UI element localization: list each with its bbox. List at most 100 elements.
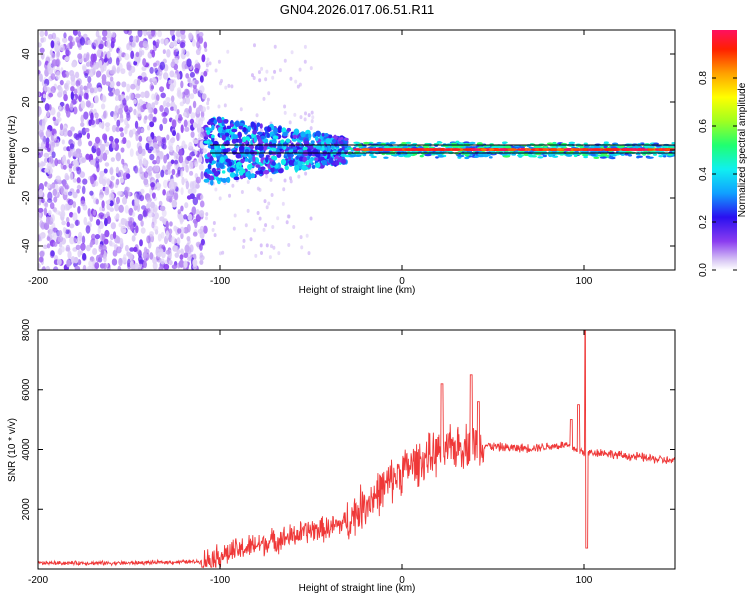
heatmap-cell	[321, 159, 327, 166]
heatmap-cell	[147, 211, 153, 218]
heatmap-cell	[455, 140, 460, 144]
heatmap-cell	[44, 115, 48, 123]
heatmap-cell	[56, 258, 62, 266]
heatmap-cell	[419, 154, 424, 158]
heatmap-cell	[300, 131, 306, 138]
heatmap-cell	[83, 92, 88, 100]
heatmap-cell	[92, 248, 98, 255]
heatmap-cell	[62, 179, 66, 187]
heatmap-cell	[548, 154, 553, 158]
heatmap-cell	[85, 100, 91, 108]
heatmap-cell	[229, 167, 235, 173]
heatmap-cell	[64, 174, 70, 181]
heatmap-cell	[131, 211, 136, 218]
heatmap-cell	[335, 160, 340, 166]
heatmap-cell	[217, 177, 221, 181]
heatmap-cell	[66, 221, 70, 228]
heatmap-cell	[162, 117, 168, 125]
heatmap-cell	[258, 187, 262, 192]
heatmap-cell	[358, 144, 363, 148]
heatmap-cell	[146, 124, 151, 131]
heatmap-cell	[185, 96, 191, 105]
heatmap-cell	[180, 205, 184, 212]
heatmap-cell	[169, 187, 174, 197]
heatmap-cell	[185, 164, 189, 173]
heatmap-cell	[556, 148, 565, 151]
heatmap-cell	[171, 199, 178, 208]
heatmap-cell	[265, 156, 269, 163]
heatmap-cell	[108, 91, 114, 97]
heatmap-cell	[402, 145, 409, 149]
heatmap-cell	[161, 209, 167, 217]
heatmap-cell	[165, 249, 171, 255]
heatmap-cell	[96, 147, 101, 157]
heatmap-cell	[157, 252, 162, 258]
heatmap-cell	[330, 144, 335, 150]
heatmap-cell	[270, 167, 275, 173]
heatmap-cell	[100, 233, 104, 242]
heatmap-cell	[174, 57, 179, 65]
heatmap-cell	[671, 150, 675, 153]
heatmap-cell	[46, 198, 53, 203]
heatmap-cell	[198, 156, 203, 163]
heatmap-cell	[174, 191, 179, 201]
heatmap-cell	[225, 158, 232, 163]
heatmap-cell	[280, 158, 287, 166]
heatmap-cell	[59, 44, 65, 52]
snr-xtick-label: 100	[576, 575, 593, 586]
heatmap-cell	[179, 101, 184, 107]
heatmap-cell	[197, 123, 201, 129]
heatmap-cell	[463, 141, 470, 144]
heatmap-cell	[118, 258, 123, 266]
heatmap-cell	[314, 157, 319, 162]
heatmap-cell	[129, 148, 134, 157]
heatmap-cell	[572, 148, 579, 151]
heatmap-cell	[40, 161, 46, 167]
heatmap-cell	[408, 148, 417, 151]
heatmap-cell	[307, 113, 311, 118]
heatmap-cell	[68, 163, 73, 169]
heatmap-cell	[314, 162, 321, 169]
heatmap-cell	[38, 59, 42, 67]
heatmap-cell	[271, 75, 275, 80]
heatmap-cell	[55, 210, 61, 215]
heatmap-cell	[101, 94, 106, 103]
heatmap-cell	[94, 181, 99, 187]
heatmap-cell	[104, 122, 111, 127]
heatmap-cell	[109, 69, 116, 75]
heatmap-cell	[154, 100, 159, 106]
snr-line	[38, 330, 675, 569]
heatmap-cell	[72, 178, 77, 183]
heatmap-cell	[446, 148, 451, 151]
heatmap-cell	[188, 161, 194, 170]
heatmap-cell	[150, 30, 156, 37]
heatmap-cell	[158, 266, 164, 270]
heatmap-cell	[187, 188, 193, 195]
colorbar-tick-label: 0.6	[698, 119, 709, 133]
heatmap-cell	[297, 174, 301, 179]
heatmap-cell	[138, 158, 143, 167]
heatmap-cell	[116, 246, 122, 254]
heatmap-cell	[263, 199, 267, 204]
heatmap-cell	[185, 51, 190, 57]
heatmap-cell	[283, 110, 287, 115]
heatmap-cell	[137, 145, 143, 155]
heatmap-cell	[194, 183, 200, 189]
heatmap-cell	[136, 249, 142, 255]
heatmap-cell	[109, 167, 114, 175]
heatmap-cell	[126, 251, 131, 257]
heatmap-cell	[61, 220, 66, 226]
heatmap-cell	[310, 119, 314, 124]
heatmap-cell	[217, 104, 221, 109]
heatmap-cell	[658, 148, 663, 151]
heatmap-cell	[38, 129, 44, 138]
heatmap-cell	[241, 244, 245, 249]
heatmap-cell	[133, 108, 137, 116]
heatmap-cell	[70, 91, 75, 101]
heatmap-cell	[245, 171, 250, 178]
heatmap-cell	[169, 83, 175, 92]
heatmap-cell	[160, 92, 166, 99]
heatmap-cell	[137, 30, 143, 38]
heatmap-cell	[77, 205, 81, 214]
heatmap-cell	[265, 243, 269, 248]
